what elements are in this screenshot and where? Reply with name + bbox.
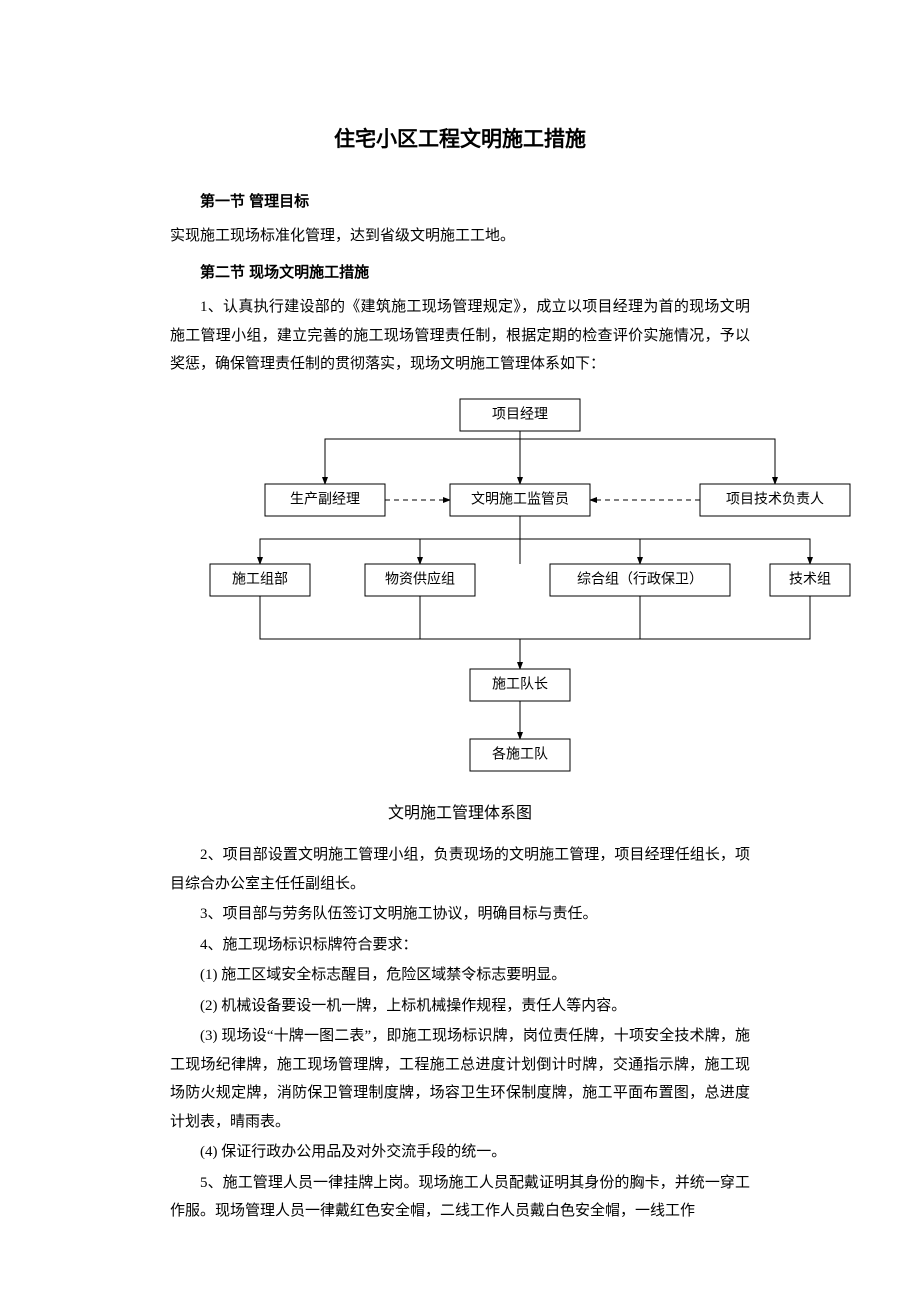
svg-text:施工组部: 施工组部	[232, 571, 288, 587]
flowchart-node-pm: 项目经理	[460, 399, 580, 431]
svg-text:施工队长: 施工队长	[492, 676, 548, 692]
para-2: 2、项目部设置文明施工管理小组，负责现场的文明施工管理，项目经理任组长，项目综合…	[170, 841, 750, 898]
svg-text:生产副经理: 生产副经理	[290, 491, 360, 507]
flowchart-node-vp: 生产副经理	[265, 484, 385, 516]
para-1: 1、认真执行建设部的《建筑施工现场管理规定》，成立以项目经理为首的现场文明施工管…	[170, 293, 750, 379]
flowchart-node-leader: 施工队长	[470, 669, 570, 701]
flowchart-node-g1: 施工组部	[210, 564, 310, 596]
svg-text:技术组: 技术组	[789, 571, 831, 587]
svg-text:项目经理: 项目经理	[492, 406, 548, 422]
para-4d: (4) 保证行政办公用品及对外交流手段的统一。	[170, 1138, 750, 1167]
para-5: 5、施工管理人员一律挂牌上岗。现场施工人员配戴证明其身份的胸卡，并统一穿工作服。…	[170, 1169, 750, 1226]
svg-text:综合组（行政保卫）: 综合组（行政保卫）	[577, 571, 703, 587]
flowchart-node-g4: 技术组	[770, 564, 850, 596]
para-4b: (2) 机械设备要设一机一牌，上标机械操作规程，责任人等内容。	[170, 992, 750, 1021]
flowchart-svg: 项目经理生产副经理 文明施工监管员 项目技术负责人施工组部 物资供应组 综合组（行政保卫…	[170, 389, 870, 789]
org-chart: 项目经理生产副经理文明施工监管员项目技术负责人施工组部物资供应组综合组（行政保卫…	[170, 389, 750, 829]
para-4c: (3) 现场设“十牌一图二表”，即施工现场标识牌，岗位责任牌，十项安全技术牌，施…	[170, 1022, 750, 1136]
flowchart-node-tech: 项目技术负责人	[700, 484, 850, 516]
svg-text:物资供应组: 物资供应组	[385, 570, 455, 587]
svg-text:项目技术负责人: 项目技术负责人	[726, 491, 824, 507]
section-2-head: 第二节 现场文明施工措施	[200, 259, 750, 288]
chart-caption: 文明施工管理体系图	[170, 799, 750, 829]
section-1-head: 第一节 管理目标	[200, 188, 750, 217]
flowchart-node-g2: 物资供应组	[365, 564, 475, 596]
svg-text:各施工队: 各施工队	[492, 746, 548, 762]
flowchart-node-g3: 综合组（行政保卫）	[550, 564, 730, 596]
document-page: 住宅小区工程文明施工措施 第一节 管理目标 实现施工现场标准化管理，达到省级文明…	[0, 0, 920, 1288]
flowchart-node-sup: 文明施工监管员	[450, 484, 590, 516]
para-4: 4、施工现场标识标牌符合要求：	[170, 931, 750, 960]
para-4a: (1) 施工区域安全标志醒目，危险区域禁令标志要明显。	[170, 961, 750, 990]
para-3: 3、项目部与劳务队伍签订文明施工协议，明确目标与责任。	[170, 900, 750, 929]
section-1-body: 实现施工现场标准化管理，达到省级文明施工工地。	[170, 222, 750, 251]
svg-text:文明施工监管员: 文明施工监管员	[471, 491, 569, 507]
document-title: 住宅小区工程文明施工措施	[170, 120, 750, 160]
flowchart-node-teams: 各施工队	[470, 739, 570, 771]
